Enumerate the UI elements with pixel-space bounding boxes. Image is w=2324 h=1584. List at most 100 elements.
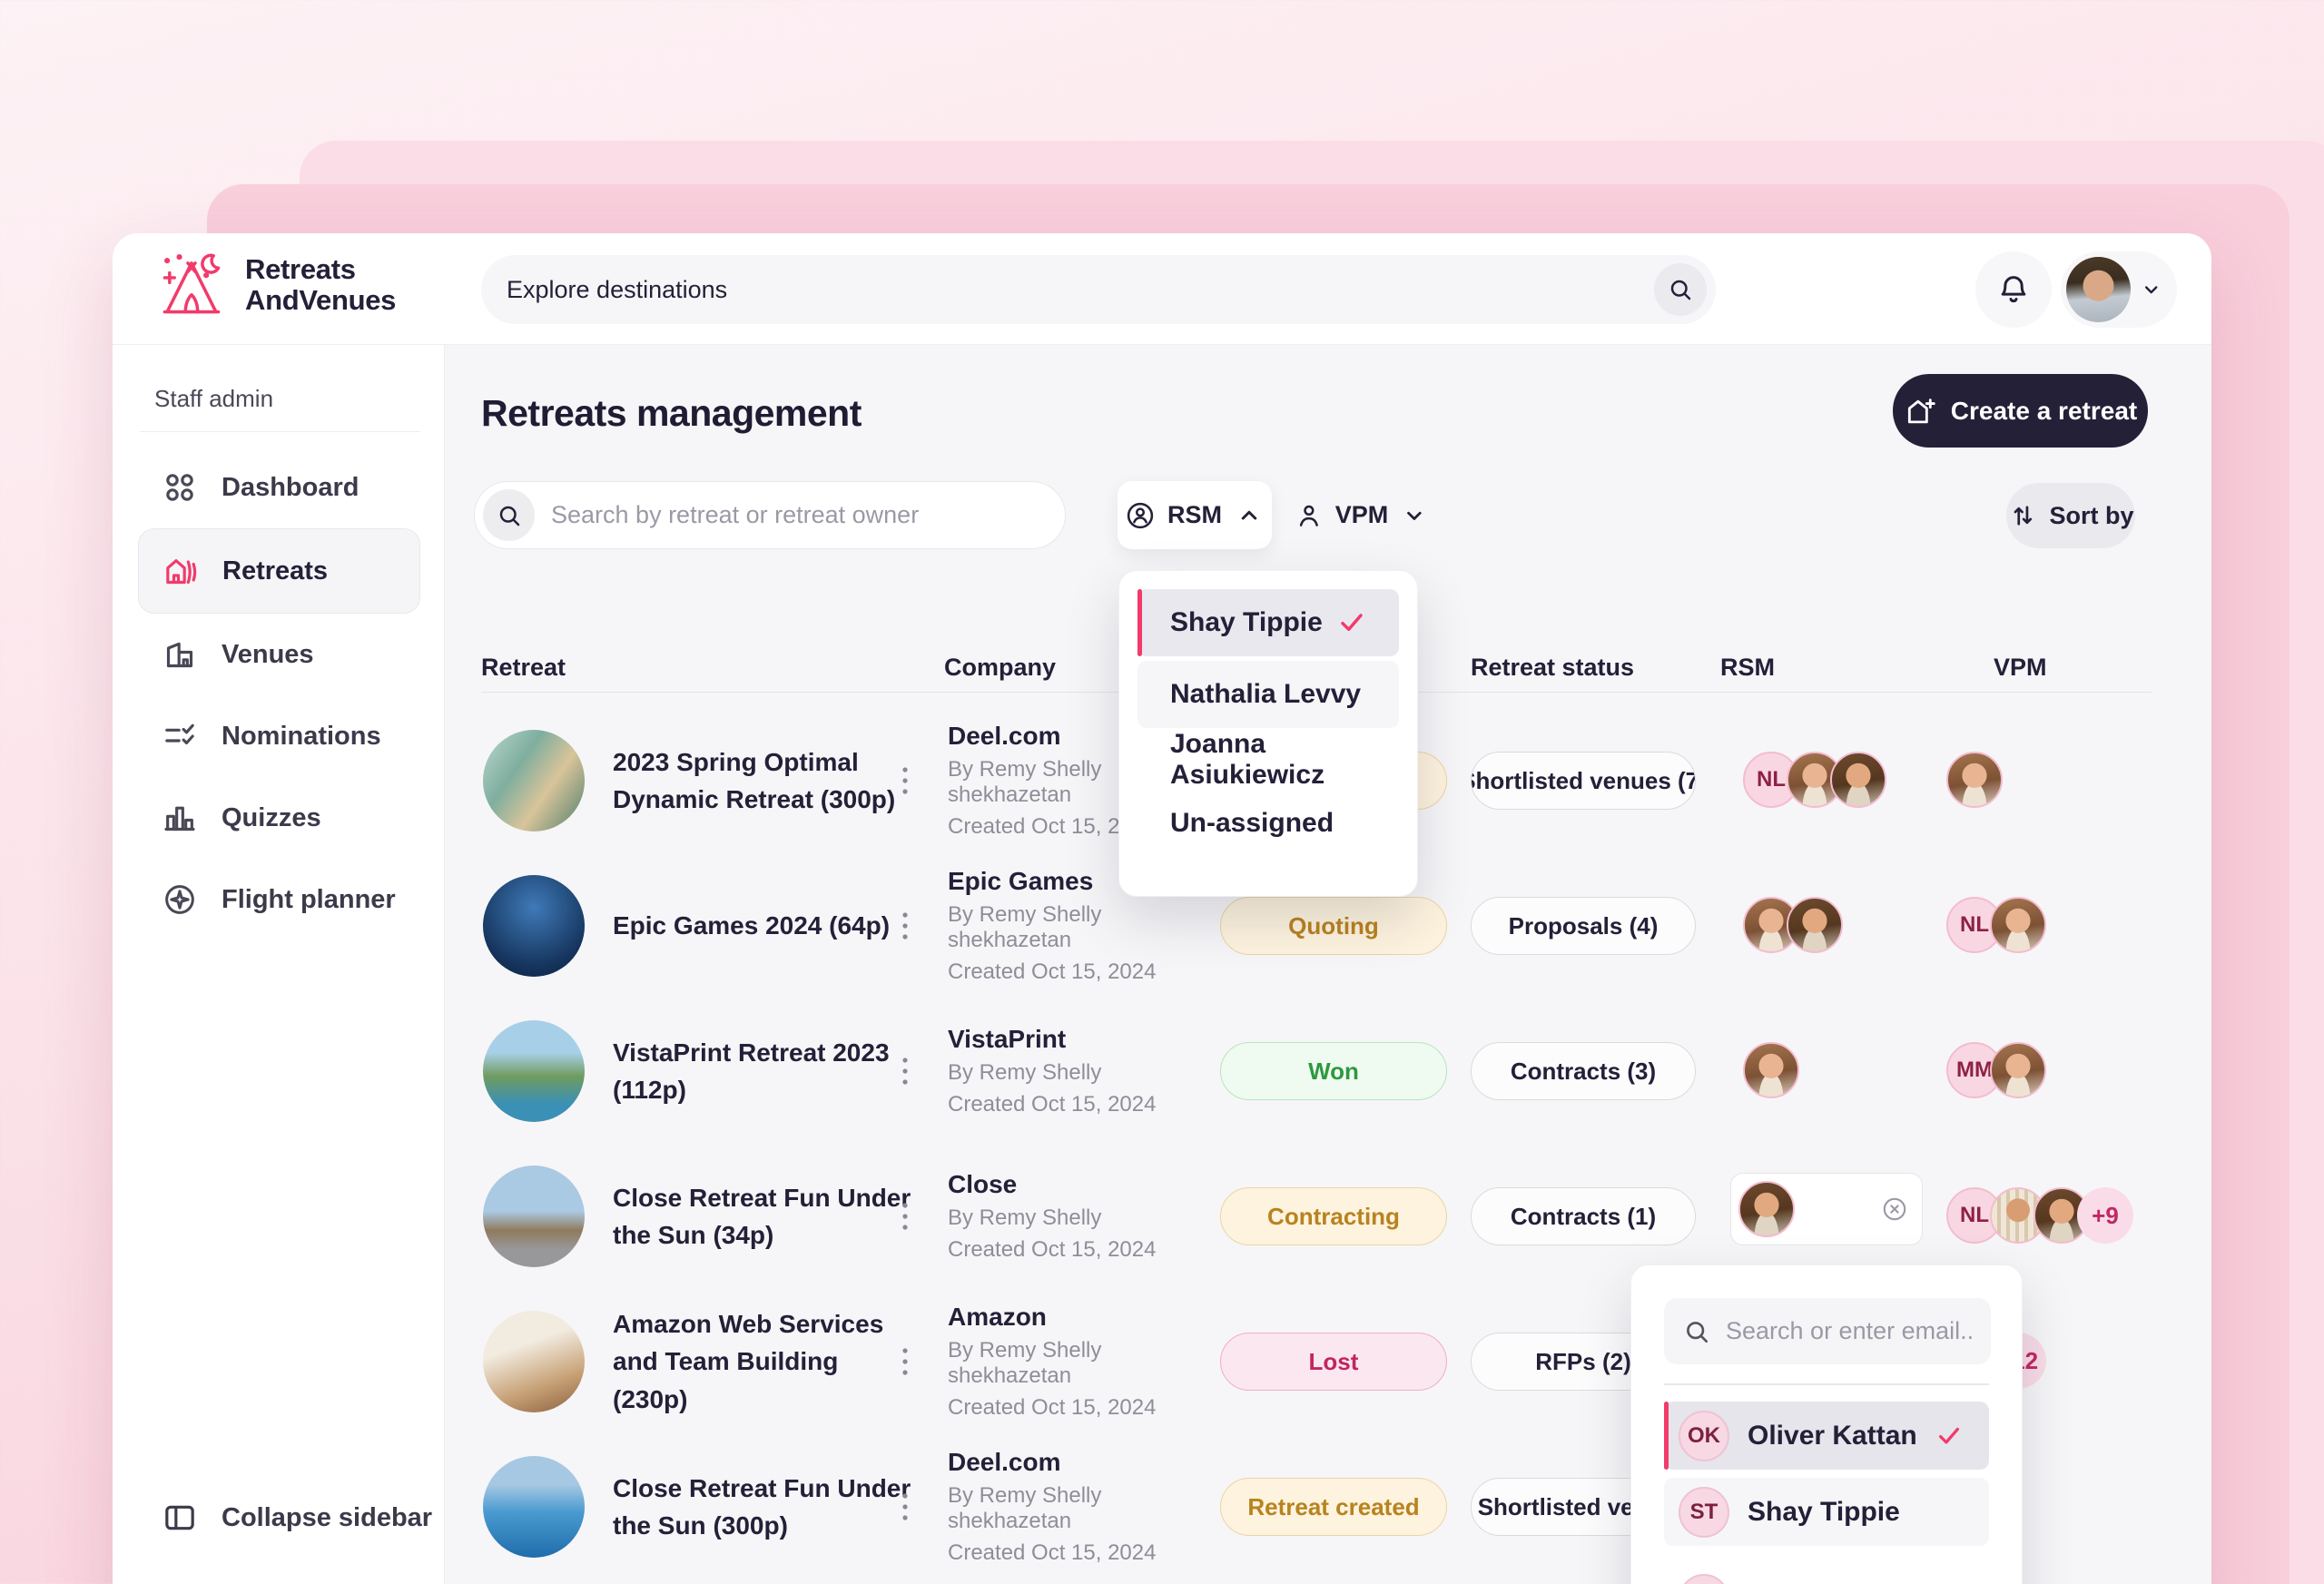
person-initials-badge: ST xyxy=(1679,1486,1729,1538)
overflow-count-badge[interactable]: +9 xyxy=(2077,1187,2133,1244)
sidebar-item-flight-planner[interactable]: Flight planner xyxy=(138,859,420,940)
global-search-input[interactable] xyxy=(507,275,1654,304)
row-menu-button[interactable] xyxy=(887,1194,923,1239)
retreat-title[interactable]: VistaPrint Retreat 2023 (112p) xyxy=(613,1038,890,1104)
dropdown-item[interactable]: Shay Tippie xyxy=(1137,589,1399,656)
brand-name: Retreats AndVenues xyxy=(245,252,397,316)
brand-logo[interactable]: Retreats AndVenues xyxy=(153,246,396,324)
house-plus-icon xyxy=(1907,398,1935,423)
company-by: By Remy Shelly shekhazetan xyxy=(948,1483,1102,1533)
retreat-thumbnail xyxy=(483,730,585,831)
dropdown-item[interactable]: Joanna Asiukiewicz xyxy=(1137,728,1399,792)
photo-avatar[interactable] xyxy=(1738,1181,1795,1237)
chevron-up-icon xyxy=(1241,510,1257,519)
sidebar-item-venues[interactable]: Venues xyxy=(138,614,420,695)
company-name: Amazon xyxy=(948,1303,1047,1331)
remove-assignee-icon[interactable] xyxy=(1880,1195,1909,1224)
column-retreat: Retreat xyxy=(481,654,566,681)
popup-person-item[interactable]: PRPatrick Raphael xyxy=(1664,1565,1989,1584)
collapse-sidebar-label: Collapse sidebar xyxy=(222,1502,433,1532)
sidebar-item-nominations[interactable]: Nominations xyxy=(138,695,420,777)
vpm-avatars[interactable]: NL +9 xyxy=(1946,1187,2133,1244)
status-badge[interactable]: Proposals (4) xyxy=(1471,897,1696,955)
chevron-down-icon xyxy=(1407,511,1422,520)
photo-avatar[interactable] xyxy=(1830,752,1886,808)
retreat-title[interactable]: Close Retreat Fun Under the Sun (34p) xyxy=(613,1183,911,1249)
sidebar-item-dashboard[interactable]: Dashboard xyxy=(138,447,420,528)
collapse-sidebar-button[interactable]: Collapse sidebar xyxy=(162,1500,432,1536)
sidebar-item-retreats[interactable]: Retreats xyxy=(138,528,420,614)
photo-avatar[interactable] xyxy=(2034,1187,2090,1244)
rsm-filter-button[interactable]: RSM xyxy=(1118,481,1272,549)
popup-person-item[interactable]: ST Shay Tippie xyxy=(1664,1478,1989,1546)
chevron-down-icon xyxy=(2144,286,2158,294)
vpm-avatars[interactable]: NL xyxy=(1946,897,2046,953)
retreat-title[interactable]: 2023 Spring Optimal Dynamic Retreat (300… xyxy=(613,747,896,813)
check-icon xyxy=(1337,608,1366,637)
vpm-avatars[interactable]: MM xyxy=(1946,1042,2046,1098)
check-icon xyxy=(1935,1422,1963,1450)
photo-avatar[interactable] xyxy=(1990,897,2046,953)
retreat-thumbnail xyxy=(483,1311,585,1412)
initials-badge[interactable]: MM xyxy=(1946,1042,2003,1098)
plane-icon xyxy=(162,881,198,918)
retreat-thumbnail xyxy=(483,1166,585,1267)
popup-person-item[interactable]: OK Oliver Kattan xyxy=(1664,1402,1989,1470)
retreat-title[interactable]: Epic Games 2024 (64p) xyxy=(613,911,891,940)
create-retreat-button[interactable]: Create a retreat xyxy=(1893,374,2148,448)
building-icon xyxy=(162,636,198,673)
company-by: By Remy Shelly xyxy=(948,1205,1102,1230)
rsm-avatars[interactable] xyxy=(1743,897,1843,953)
assign-popup: OK Oliver Kattan ST Shay Tippie PRPatrick Ra… xyxy=(1630,1264,2023,1584)
global-search-button[interactable] xyxy=(1654,263,1707,316)
rsm-avatars[interactable]: NL xyxy=(1743,752,1886,808)
sidebar-item-label: Retreats xyxy=(222,556,329,585)
person-name: Oliver Kattan xyxy=(1748,1420,1917,1451)
dropdown-item-label: Shay Tippie xyxy=(1170,607,1323,637)
status-badge[interactable]: Shortlisted venues (7) xyxy=(1471,752,1696,810)
retreat-search-input[interactable] xyxy=(551,501,1047,529)
row-menu-button[interactable] xyxy=(887,758,923,803)
retreat-table: 2023 Spring Optimal Dynamic Retreat (300… xyxy=(445,692,2211,1584)
photo-avatar[interactable] xyxy=(1787,897,1843,953)
company-created: Created Oct 15, 2024 xyxy=(948,1540,1157,1565)
company-by: By Remy Shelly shekhazetan xyxy=(948,1338,1102,1388)
row-menu-button[interactable] xyxy=(887,1048,923,1094)
retreat-title[interactable]: Amazon Web Services and Team Building (2… xyxy=(613,1309,884,1413)
sort-arrows-icon xyxy=(2014,506,2033,526)
column-company: Company xyxy=(944,654,1057,681)
rsm-assign-box[interactable] xyxy=(1730,1173,1923,1245)
content: Retreats management Create a retreat RSM xyxy=(445,345,2211,1584)
vpm-avatars[interactable] xyxy=(1946,752,2003,808)
tent-icon xyxy=(162,253,221,314)
table-header: Retreat Company Retreat status RSM VPM xyxy=(445,654,2211,681)
row-menu-button[interactable] xyxy=(887,903,923,949)
user-menu[interactable] xyxy=(2061,251,2177,328)
dropdown-item[interactable]: Un-assigned xyxy=(1137,792,1399,855)
popup-divider xyxy=(1664,1383,1989,1385)
row-menu-button[interactable] xyxy=(887,1339,923,1384)
dropdown-item-label: Joanna Asiukiewicz xyxy=(1170,729,1325,790)
status-badge[interactable]: Contracts (3) xyxy=(1471,1042,1696,1100)
photo-avatar[interactable] xyxy=(1743,1042,1799,1098)
global-search xyxy=(481,255,1716,324)
rsm-avatars[interactable] xyxy=(1743,1042,1799,1098)
photo-avatar[interactable] xyxy=(1946,752,2003,808)
search-icon xyxy=(483,489,535,541)
stage-badge: Lost xyxy=(1220,1333,1447,1391)
stage-badge: Contracting xyxy=(1220,1187,1447,1245)
company-created: Created Oct 15, 2024 xyxy=(948,1395,1157,1420)
company-created: Created Oct 15, 2024 xyxy=(948,959,1157,984)
row-menu-button[interactable] xyxy=(887,1484,923,1530)
notifications-button[interactable] xyxy=(1975,251,2052,328)
status-badge[interactable]: Contracts (1) xyxy=(1471,1187,1696,1245)
popup-person-list: OK Oliver Kattan ST Shay Tippie PRPatrick Ra… xyxy=(1664,1402,1989,1584)
vpm-filter-button[interactable]: VPM xyxy=(1294,481,1430,549)
dropdown-item[interactable]: Nathalia Levvy xyxy=(1137,661,1399,728)
popup-search-input[interactable] xyxy=(1726,1317,1973,1345)
sort-by-button[interactable]: Sort by xyxy=(2006,483,2135,548)
retreat-title[interactable]: Close Retreat Fun Under the Sun (300p) xyxy=(613,1473,911,1540)
retreat-thumbnail xyxy=(483,1456,585,1558)
sidebar-item-quizzes[interactable]: Quizzes xyxy=(138,777,420,859)
photo-avatar[interactable] xyxy=(1990,1042,2046,1098)
